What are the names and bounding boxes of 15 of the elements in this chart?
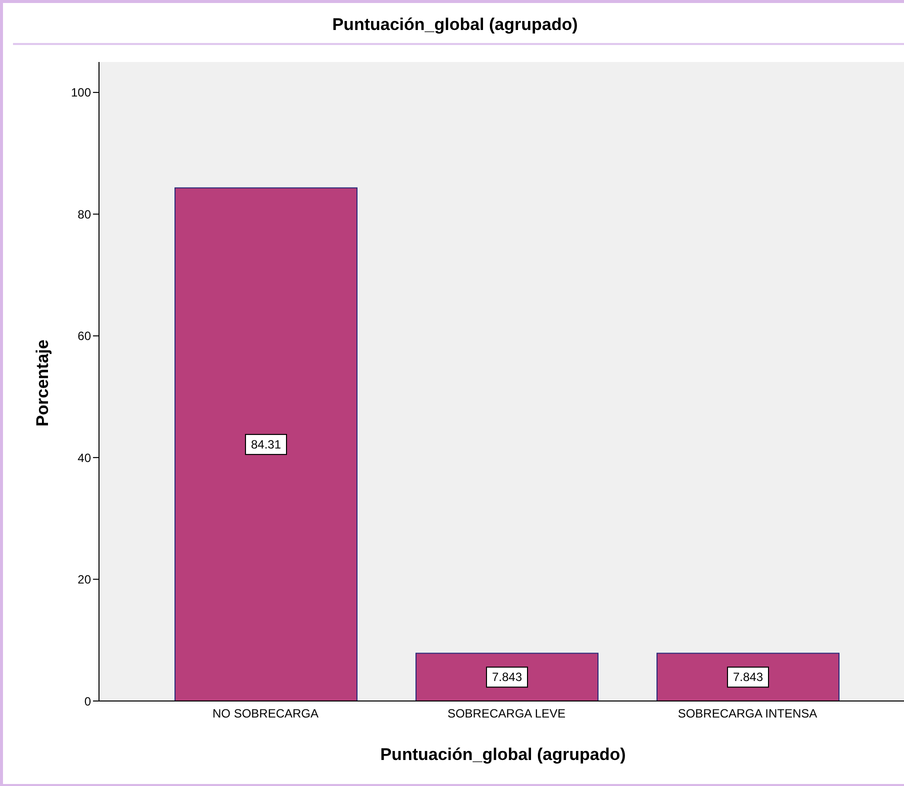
data-label: 7.843 [732, 670, 764, 684]
x-tick-label: NO SOBRECARGA [212, 706, 319, 721]
x-tick-label: SOBRECARGA INTENSA [678, 706, 818, 721]
x-tick-label: SOBRECARGA LEVE [447, 706, 566, 721]
x-axis-title: Puntuación_global (agrupado) [379, 745, 627, 765]
y-tick-label: 80 [78, 207, 92, 222]
y-tick-label: 0 [84, 694, 92, 708]
y-tick-label: 20 [78, 572, 92, 587]
y-tick-label: 60 [78, 329, 92, 344]
chart-title: Puntuación_global (agrupado) [331, 15, 579, 35]
data-label: 84.31 [250, 437, 282, 452]
y-tick-label: 100 [70, 86, 92, 100]
y-tick-label: 40 [78, 450, 92, 465]
data-label: 7.843 [492, 670, 522, 684]
y-axis-title: Porcentaje [33, 340, 53, 426]
